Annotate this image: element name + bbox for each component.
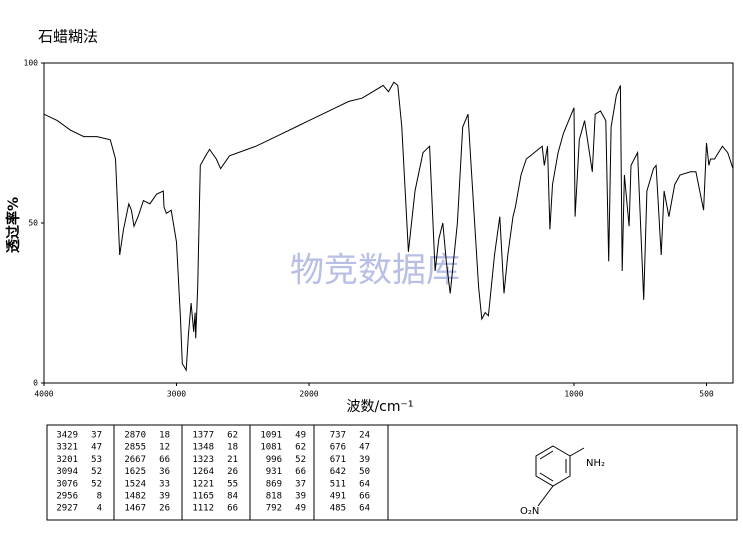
amine-label: NH₂ xyxy=(586,458,605,469)
transmittance: 12 xyxy=(159,443,170,453)
wavenumber: 1467 xyxy=(124,504,146,514)
x-tick-label: 2000 xyxy=(299,390,318,399)
transmittance: 4 xyxy=(97,504,102,514)
transmittance: 21 xyxy=(227,455,238,465)
transmittance: 33 xyxy=(159,479,170,489)
wavenumber: 931 xyxy=(266,467,282,477)
y-axis-label: 透过率% xyxy=(5,197,22,253)
transmittance: 52 xyxy=(295,455,306,465)
wavenumber: 3094 xyxy=(56,467,78,477)
wavenumber: 676 xyxy=(330,443,346,453)
x-tick-label: 3000 xyxy=(167,390,186,399)
transmittance: 18 xyxy=(159,431,170,441)
transmittance: 26 xyxy=(159,504,170,514)
bond xyxy=(537,485,554,507)
transmittance: 66 xyxy=(295,467,306,477)
transmittance: 55 xyxy=(227,479,238,489)
wavenumber: 1264 xyxy=(192,467,214,477)
bond xyxy=(539,472,554,482)
wavenumber: 1348 xyxy=(192,443,214,453)
wavenumber: 1377 xyxy=(192,431,214,441)
y-tick-label: 100 xyxy=(24,59,39,68)
wavenumber: 3076 xyxy=(56,479,78,489)
transmittance: 39 xyxy=(159,492,170,502)
transmittance: 66 xyxy=(159,455,170,465)
transmittance: 84 xyxy=(227,492,238,502)
spectrum-line xyxy=(43,81,734,372)
wavenumber: 2870 xyxy=(124,431,146,441)
transmittance: 39 xyxy=(295,492,306,502)
transmittance: 47 xyxy=(359,443,370,453)
transmittance: 47 xyxy=(91,443,102,453)
wavenumber: 1165 xyxy=(192,492,214,502)
molecule xyxy=(535,445,585,507)
x-axis-label: 波数/cm⁻¹ xyxy=(346,399,413,415)
chart-title: 石蜡糊法 xyxy=(38,28,98,46)
transmittance: 37 xyxy=(295,479,306,489)
wavenumber: 818 xyxy=(266,492,282,502)
x-tick-label: 1000 xyxy=(564,390,583,399)
wavenumber: 1091 xyxy=(260,431,282,441)
transmittance: 49 xyxy=(295,431,306,441)
wavenumber: 3321 xyxy=(56,443,78,453)
transmittance: 62 xyxy=(295,443,306,453)
transmittance: 53 xyxy=(91,455,102,465)
bond xyxy=(539,450,554,460)
transmittance: 52 xyxy=(91,479,102,489)
wavenumber: 3201 xyxy=(56,455,78,465)
wavenumber: 1625 xyxy=(124,467,146,477)
wavenumber: 2956 xyxy=(56,492,78,502)
wavenumber: 2667 xyxy=(124,455,146,465)
transmittance: 66 xyxy=(359,492,370,502)
transmittance: 64 xyxy=(359,479,370,489)
nitro-label: O₂N xyxy=(520,506,539,517)
y-tick-label: 0 xyxy=(33,379,38,388)
benzene-ring xyxy=(535,445,571,487)
wavenumber: 2855 xyxy=(124,443,146,453)
transmittance: 66 xyxy=(227,504,238,514)
transmittance: 62 xyxy=(227,431,238,441)
wavenumber: 737 xyxy=(330,431,346,441)
wavenumber: 1221 xyxy=(192,479,214,489)
wavenumber: 869 xyxy=(266,479,282,489)
transmittance: 39 xyxy=(359,455,370,465)
transmittance: 36 xyxy=(159,467,170,477)
x-tick-label: 500 xyxy=(699,390,714,399)
wavenumber: 1323 xyxy=(192,455,214,465)
wavenumber: 485 xyxy=(330,504,346,514)
wavenumber: 2927 xyxy=(56,504,78,514)
bond xyxy=(569,447,585,457)
transmittance: 18 xyxy=(227,443,238,453)
peak-table-frame xyxy=(46,424,738,521)
transmittance: 26 xyxy=(227,467,238,477)
wavenumber: 642 xyxy=(330,467,346,477)
wavenumber: 1081 xyxy=(260,443,282,453)
wavenumber: 1482 xyxy=(124,492,146,502)
wavenumber: 511 xyxy=(330,479,346,489)
transmittance: 50 xyxy=(359,467,370,477)
wavenumber: 671 xyxy=(330,455,346,465)
transmittance: 8 xyxy=(97,492,102,502)
y-tick-label: 50 xyxy=(28,219,38,228)
x-tick-label: 4000 xyxy=(34,390,53,399)
transmittance: 49 xyxy=(295,504,306,514)
transmittance: 52 xyxy=(91,467,102,477)
watermark: 物竞数据库 xyxy=(290,251,460,291)
transmittance: 64 xyxy=(359,504,370,514)
wavenumber: 1112 xyxy=(192,504,214,514)
wavenumber: 996 xyxy=(266,455,282,465)
wavenumber: 1524 xyxy=(124,479,146,489)
transmittance: 37 xyxy=(91,431,102,441)
wavenumber: 491 xyxy=(330,492,346,502)
transmittance: 24 xyxy=(359,431,370,441)
wavenumber: 3429 xyxy=(56,431,78,441)
wavenumber: 792 xyxy=(266,504,282,514)
